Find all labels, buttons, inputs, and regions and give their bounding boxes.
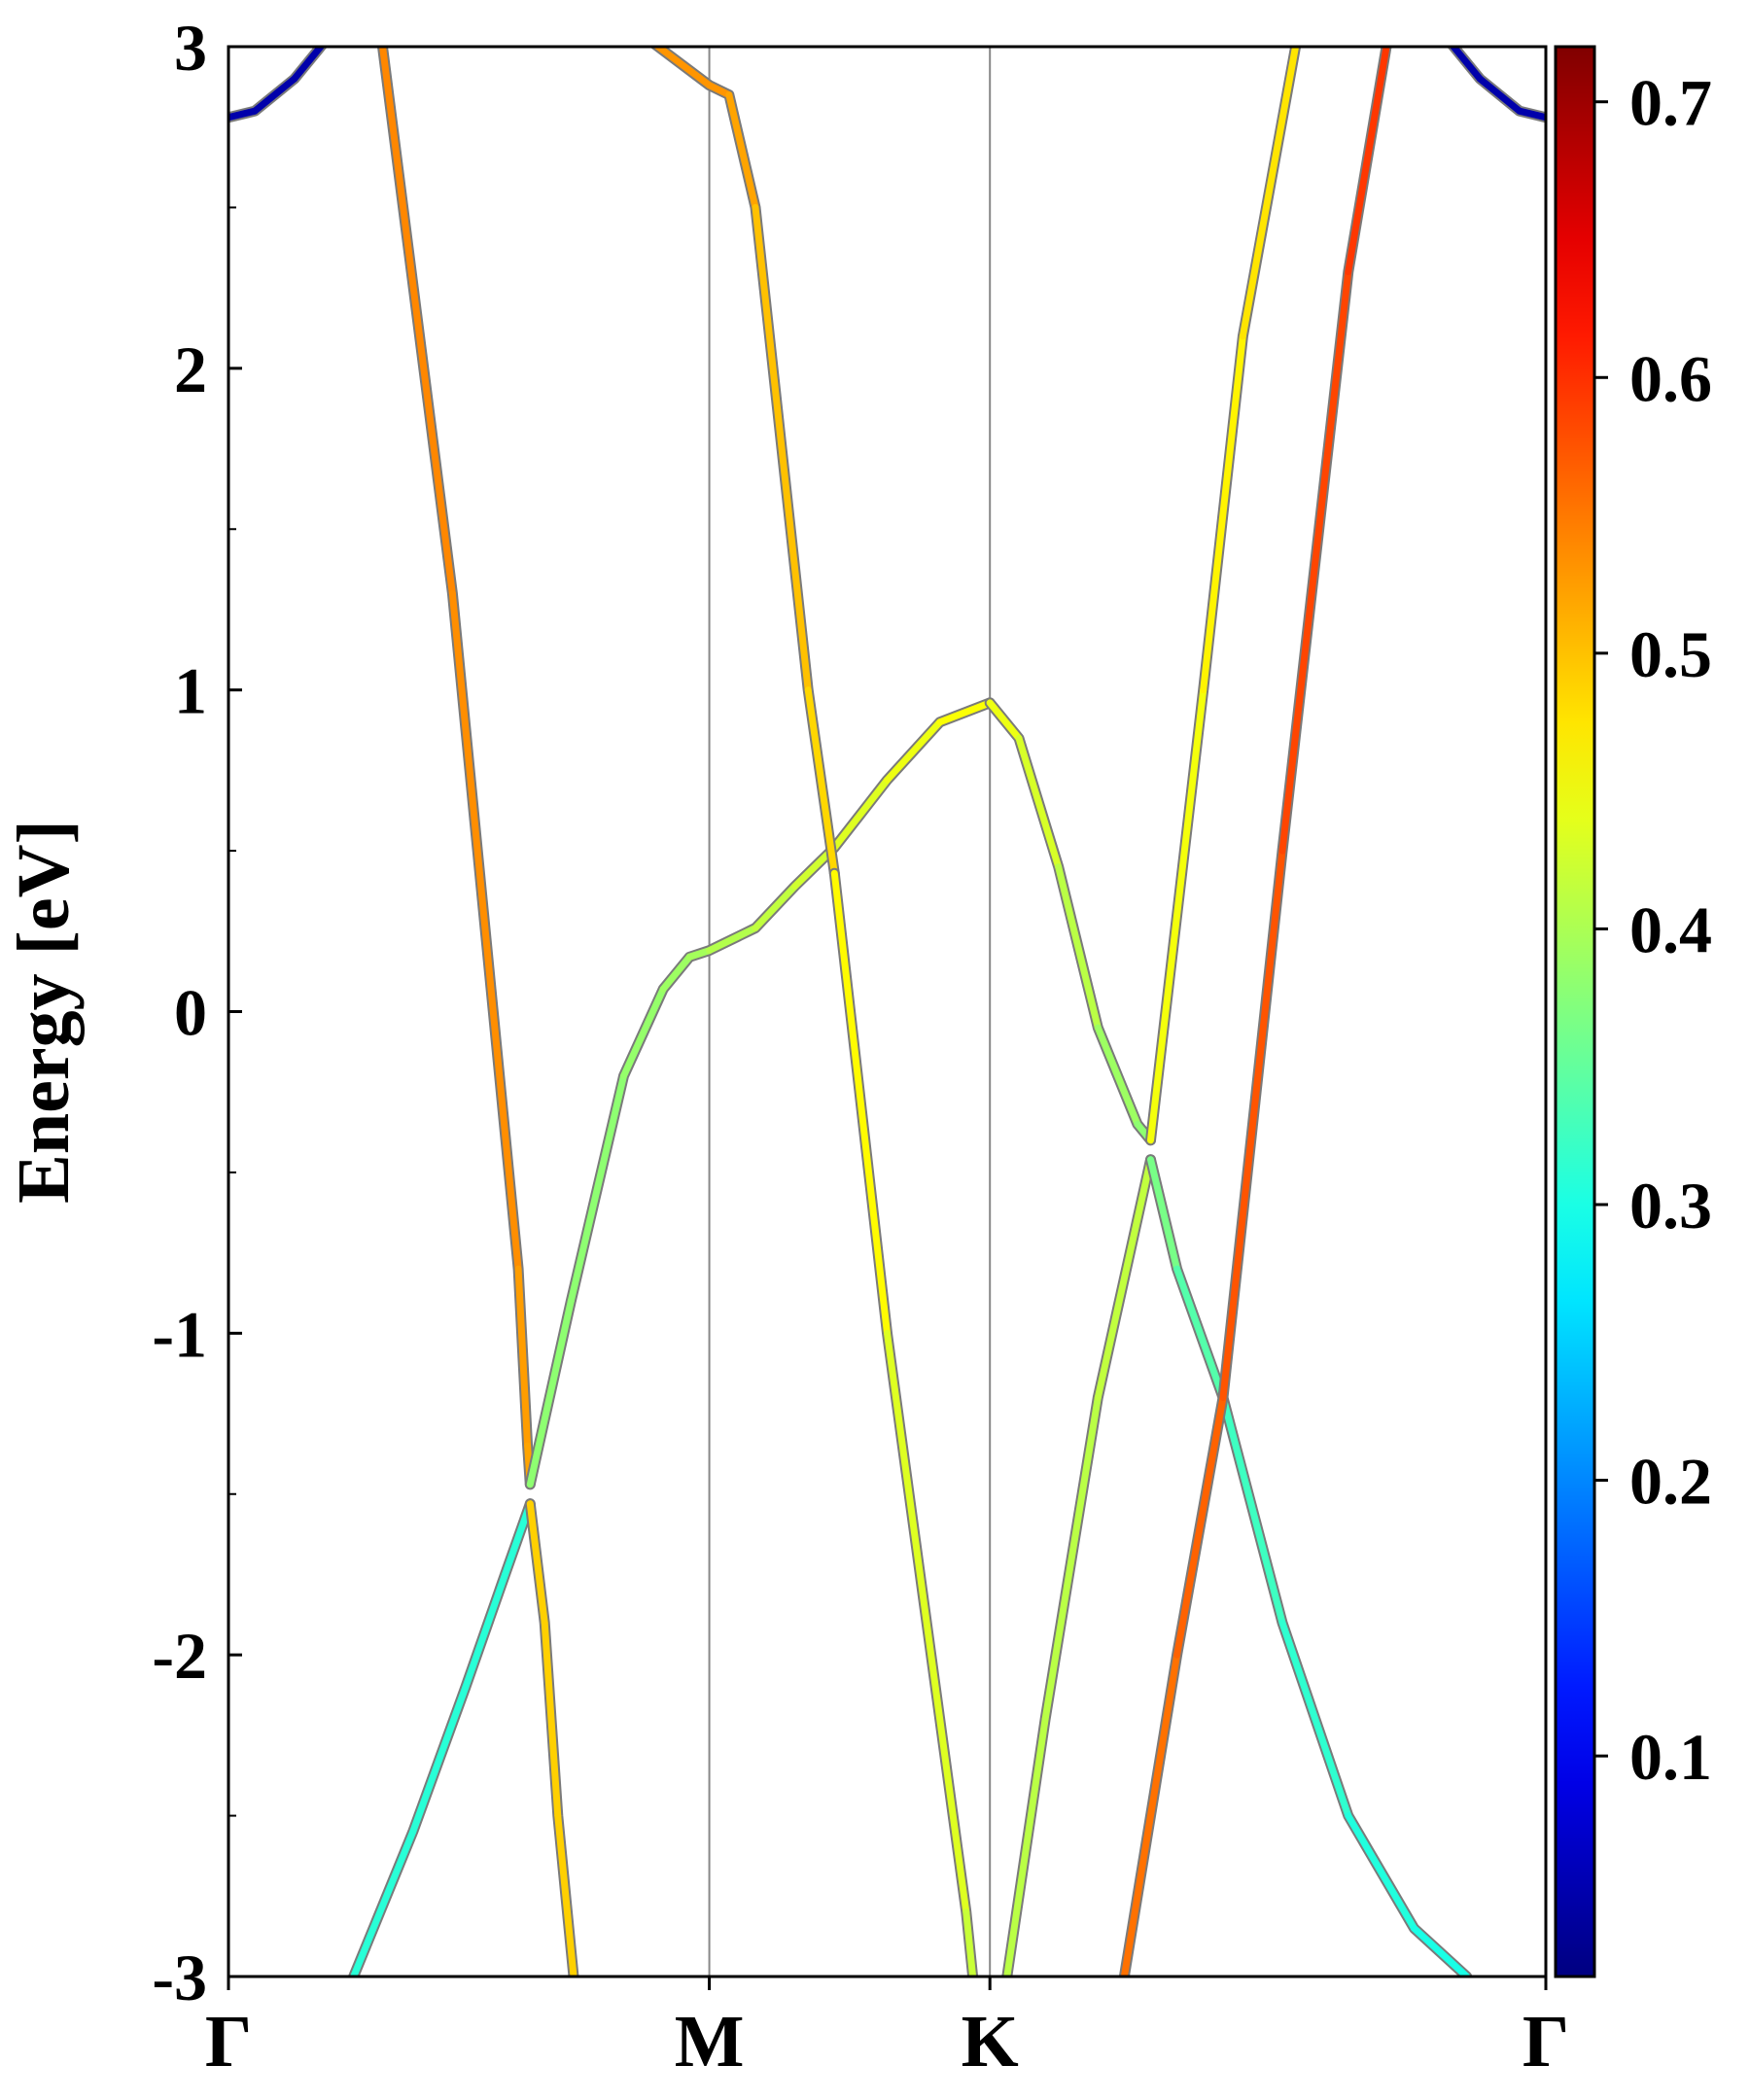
band-line (377, 47, 536, 1490)
colorbar-tick-label: 0.1 (1629, 1720, 1712, 1794)
colorbar-tick-label: 0.5 (1629, 617, 1712, 691)
colorbar-tick-label: 0.6 (1629, 341, 1712, 415)
y-tick-label: 3 (174, 11, 207, 85)
band-line (524, 1498, 579, 1977)
plot-frame (227, 45, 1548, 1978)
colorbar-tick-label: 0.3 (1629, 1169, 1712, 1242)
x-tick-label: Γ (205, 2001, 252, 2082)
y-tick-label: -1 (152, 1297, 207, 1371)
band-line (828, 867, 979, 1977)
y-tick-label: 0 (174, 976, 207, 1050)
y-tick-label: -3 (152, 1941, 207, 2014)
y-tick-label: 2 (174, 332, 207, 406)
band-line (348, 1498, 536, 1977)
colorbar-tick-label: 0.7 (1629, 66, 1712, 140)
band-line (984, 697, 1156, 1146)
band-line (1118, 47, 1392, 1977)
band-line (524, 697, 996, 1490)
x-tick-label: K (962, 2001, 1019, 2082)
band-line (1447, 47, 1546, 123)
band-line (1001, 1154, 1156, 1977)
band-line (228, 47, 329, 123)
colorbar: 0.1 0.2 0.3 0.4 0.5 0.6 0.7 (1554, 45, 1712, 1978)
colorbar-gradient (1554, 45, 1596, 1978)
band-line (1145, 1154, 1473, 1977)
y-axis-label: Energy [eV] (3, 820, 85, 1204)
x-tick-label: M (675, 2001, 745, 2082)
colorbar-tick-label: 0.2 (1629, 1445, 1712, 1519)
band-lines (228, 47, 1546, 1977)
band-line (648, 47, 840, 879)
band-line (1145, 47, 1302, 1146)
high-symmetry-separators (708, 47, 992, 1977)
colorbar-tick-label: 0.4 (1629, 892, 1712, 966)
y-axis-ticks: -3 -2 -1 0 1 2 3 (152, 11, 242, 2014)
x-tick-label: Γ (1522, 2001, 1569, 2082)
y-tick-label: 1 (174, 654, 207, 728)
y-tick-label: -2 (152, 1619, 207, 1693)
